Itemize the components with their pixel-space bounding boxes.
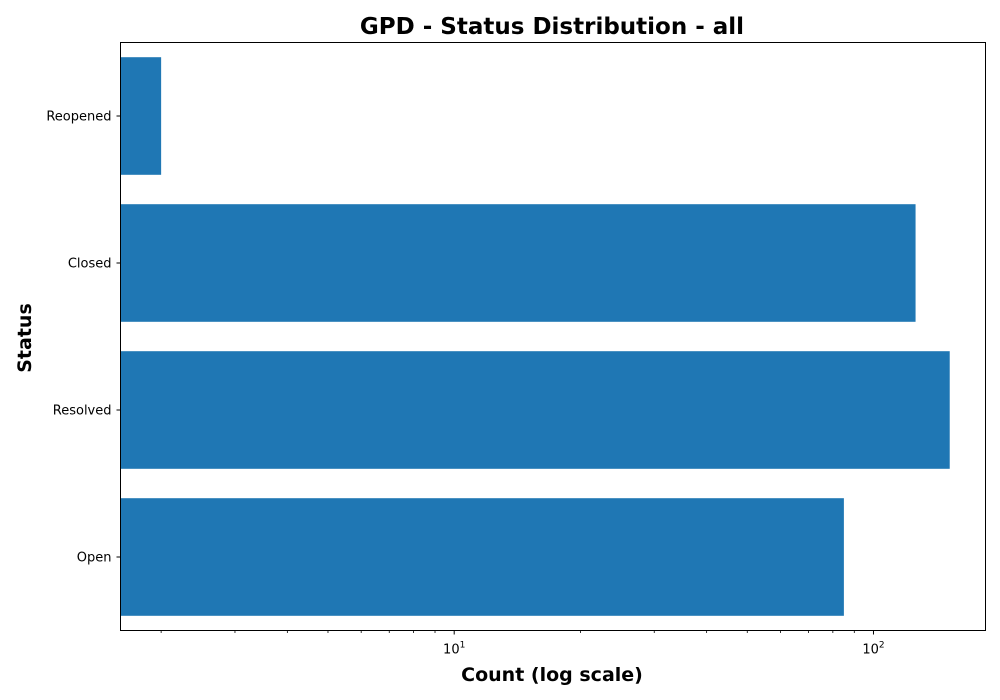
bar-closed	[120, 204, 916, 322]
plot-area: Open Resolved Closed Reopened 101 102	[46, 57, 950, 658]
y-tick-label-open: Open	[77, 551, 112, 566]
y-tick-label-resolved: Resolved	[53, 404, 112, 419]
plot-frame	[120, 42, 986, 631]
chart-title: GPD - Status Distribution - all	[360, 14, 744, 40]
y-tick-label-reopened: Reopened	[46, 110, 111, 125]
y-axis-label: Status	[14, 303, 36, 373]
y-tick-label-closed: Closed	[68, 257, 112, 272]
bar-resolved	[120, 351, 950, 469]
bar-reopened	[120, 57, 162, 175]
x-tick-label-10-1: 101	[443, 641, 465, 658]
bar-open	[120, 498, 844, 616]
x-tick-label-10-2: 102	[862, 641, 884, 658]
x-axis-label: Count (log scale)	[461, 664, 643, 686]
